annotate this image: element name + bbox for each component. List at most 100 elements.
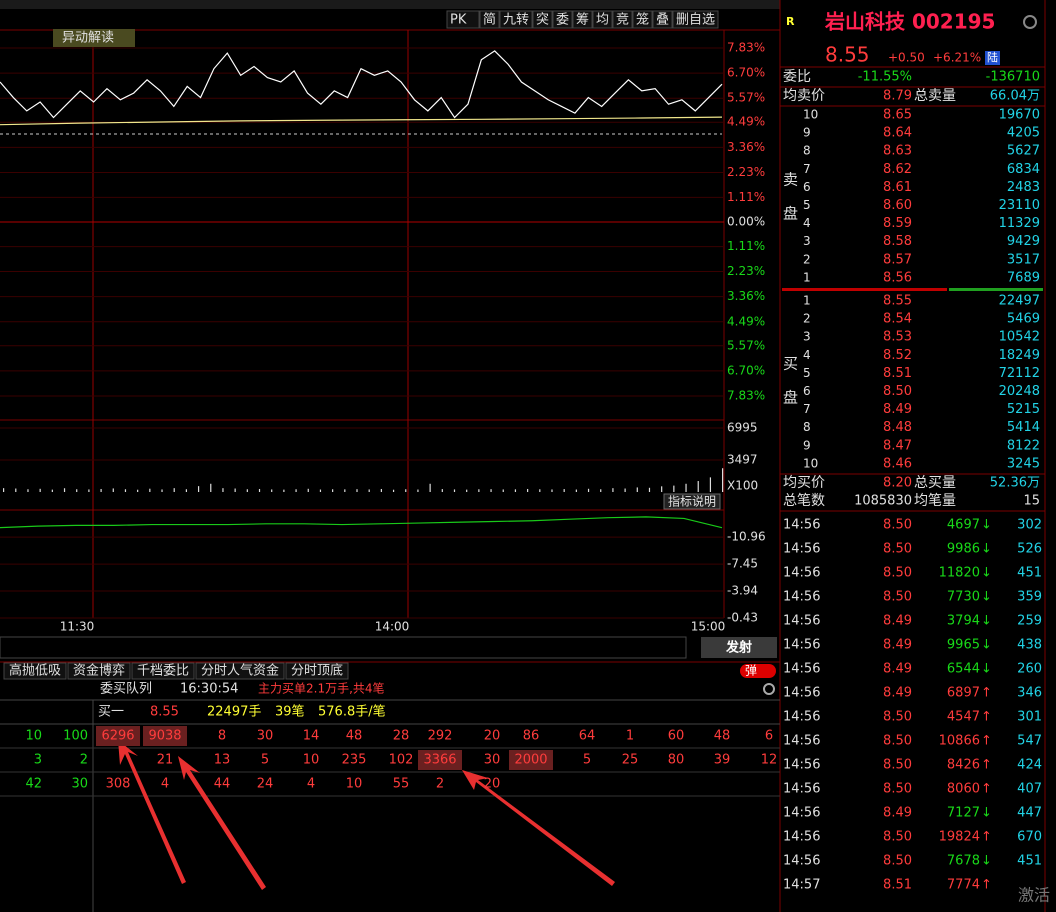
queue-cell: 20 — [484, 777, 501, 792]
side-label: 买 — [783, 355, 798, 373]
toolbar-button[interactable] — [652, 10, 673, 29]
tab-label[interactable]: 分时人气资金 — [201, 663, 279, 679]
volume-bar — [466, 489, 468, 492]
volume-bar — [514, 489, 517, 492]
toolbar-button[interactable] — [592, 10, 613, 29]
book-level: 6 — [803, 384, 811, 398]
stock-name: 岩山科技 002195 — [824, 10, 995, 34]
tab[interactable] — [3, 662, 67, 680]
label: 均笔量 — [914, 493, 956, 509]
left-cell: 10 — [25, 729, 42, 744]
volume-bar — [429, 483, 431, 492]
side-label: 卖 — [783, 171, 798, 189]
volume-bar — [319, 489, 322, 492]
tab[interactable] — [67, 662, 131, 680]
tab-label[interactable]: 资金博弈 — [73, 663, 125, 679]
book-volume: 3517 — [1007, 252, 1040, 267]
toolbar-label[interactable]: 委 — [556, 13, 569, 28]
book-level: 10 — [803, 456, 818, 470]
volume-bar — [685, 483, 687, 492]
tab-label[interactable]: 千档委比 — [137, 664, 189, 679]
volume-bar — [709, 477, 712, 492]
book-price: 8.53 — [883, 330, 912, 345]
change: +0.50 — [888, 51, 925, 65]
tab[interactable] — [131, 662, 195, 680]
tick-count: 359 — [1017, 590, 1042, 605]
tick-time: 14:56 — [783, 662, 820, 677]
toolbar-button[interactable] — [672, 10, 719, 29]
tick-volume: 6897 — [947, 686, 980, 701]
value: 1085830 — [854, 494, 912, 509]
tick-time: 14:56 — [783, 590, 820, 605]
tab[interactable] — [285, 662, 349, 680]
fire-button[interactable] — [701, 637, 777, 658]
tick-price: 8.49 — [883, 638, 912, 653]
toolbar-label[interactable]: 九转 — [503, 13, 529, 28]
volume-bar — [380, 488, 382, 492]
toolbar-button[interactable] — [479, 10, 500, 29]
volume-bar — [88, 489, 90, 492]
tab-label[interactable]: 分时顶底 — [291, 663, 343, 679]
tick-dir: ↑ — [981, 878, 992, 893]
toolbar-button[interactable] — [532, 10, 553, 29]
tick-dir: ↓ — [981, 662, 992, 677]
queue-note: 主力买单2.1万手,共4笔 — [258, 681, 385, 696]
toolbar-label[interactable]: 删自选 — [676, 13, 715, 28]
toolbar-button[interactable] — [446, 10, 480, 29]
toolbar-label[interactable]: PK — [450, 13, 467, 28]
tick-dir: ↑ — [981, 758, 992, 773]
label: 总买量 — [914, 475, 956, 491]
tab-label[interactable]: 高抛低吸 — [9, 663, 61, 679]
y-tick-label: 4.49% — [727, 314, 765, 328]
tick-dir: ↓ — [981, 518, 992, 533]
tab[interactable] — [195, 662, 285, 680]
toolbar-button[interactable] — [572, 10, 593, 29]
toolbar-label[interactable]: 筹 — [576, 12, 589, 28]
y-tick-label: -10.96 — [727, 530, 766, 544]
indicator-button-label[interactable]: 指标说明 — [668, 494, 716, 509]
tick-volume: 8060 — [947, 782, 980, 797]
volume-bar — [539, 489, 541, 492]
line-series — [0, 50, 723, 119]
queue-level: 买一 — [98, 705, 124, 720]
y-tick-label: 3.36% — [727, 289, 765, 303]
toolbar-label[interactable]: 突 — [536, 12, 549, 28]
flag: R — [786, 15, 795, 28]
queue-cell: 2000 — [514, 753, 547, 768]
tick-price: 8.49 — [883, 686, 912, 701]
volume-bar — [417, 489, 419, 492]
queue-cell: 5 — [261, 753, 269, 768]
queue-cell: 20 — [484, 729, 501, 744]
toolbar-button[interactable] — [632, 10, 653, 29]
left-cell: 30 — [71, 777, 88, 792]
book-price: 8.64 — [883, 126, 912, 141]
queue-cell: 6296 — [101, 729, 134, 744]
indicator-button[interactable] — [663, 493, 721, 510]
y-tick-label: 2.23% — [727, 264, 765, 278]
toolbar-button[interactable] — [552, 10, 573, 29]
queue-highlight — [96, 726, 140, 746]
toolbar-button[interactable] — [612, 10, 633, 29]
toolbar-label[interactable]: 叠 — [656, 13, 669, 28]
book-volume: 6834 — [1007, 162, 1040, 177]
side-label: 盘 — [783, 205, 798, 223]
toolbar-button[interactable] — [499, 10, 533, 29]
tick-dir: ↑ — [981, 710, 992, 725]
line-series — [0, 116, 723, 126]
tick-count: 302 — [1017, 518, 1042, 533]
tick-dir: ↓ — [981, 566, 992, 581]
y-tick-label: -0.43 — [727, 611, 758, 625]
book-volume: 3245 — [1007, 456, 1040, 471]
toolbar-label[interactable]: 笼 — [636, 12, 649, 28]
toggle-label[interactable]: 弹 — [745, 664, 757, 678]
toolbar-label[interactable]: 竞 — [616, 12, 629, 28]
book-volume: 19670 — [999, 108, 1040, 123]
book-volume: 9429 — [1007, 234, 1040, 249]
volume-bar — [173, 488, 175, 492]
toolbar-label[interactable]: 均 — [596, 13, 609, 28]
book-volume: 20248 — [999, 384, 1040, 399]
value: 8.20 — [883, 476, 912, 491]
toolbar-label[interactable]: 简 — [483, 12, 496, 28]
button-label[interactable]: 发射 — [725, 640, 752, 656]
